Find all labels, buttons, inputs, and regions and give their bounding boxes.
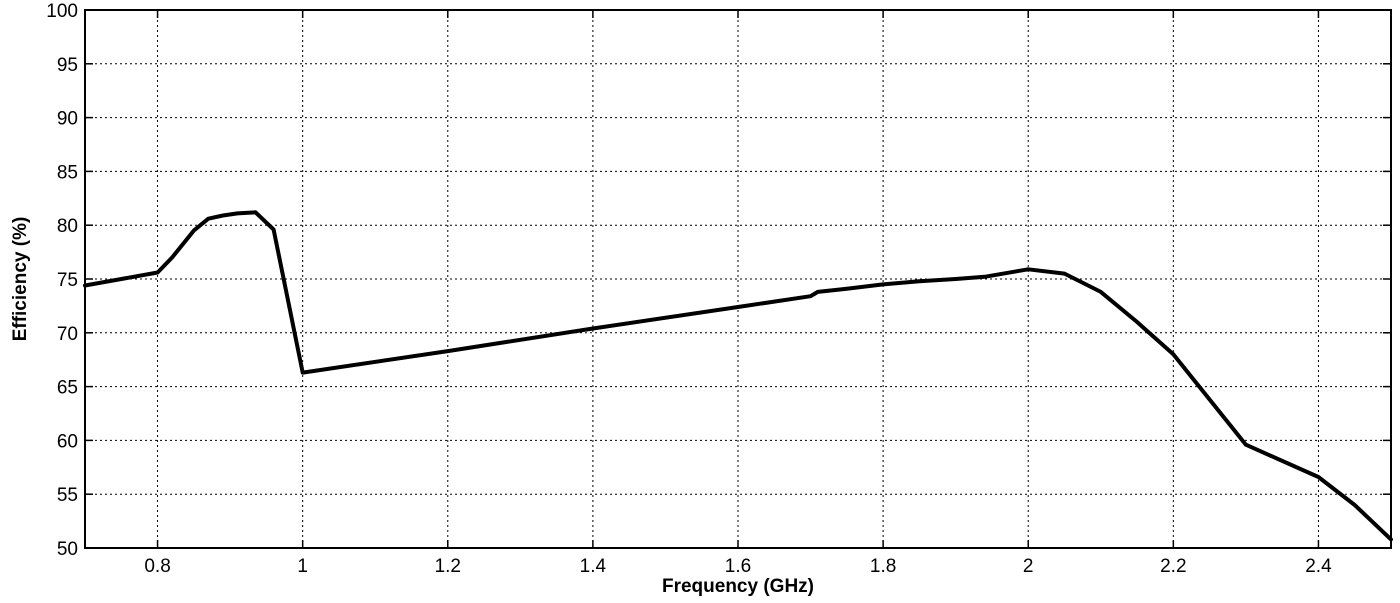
grid (85, 9, 1391, 549)
x-tick-label: 1.4 (580, 556, 607, 577)
y-axis: 50 55 60 65 70 75 80 85 90 95 100 (46, 1, 1391, 560)
x-tick-label: 1.6 (725, 556, 751, 577)
y-tick-label: 95 (57, 55, 78, 76)
x-tick-label: 1.2 (435, 556, 461, 577)
y-tick-label: 50 (57, 539, 78, 560)
y-tick-label: 90 (57, 109, 78, 130)
y-tick-label: 65 (57, 378, 78, 399)
x-axis-label: Frequency (GHz) (662, 576, 814, 597)
x-tick-label: 2 (1023, 556, 1034, 577)
x-tick-label: 1.8 (870, 556, 896, 577)
y-tick-label: 70 (57, 324, 78, 345)
y-tick-label: 60 (57, 431, 78, 452)
y-tick-label: 55 (57, 485, 78, 506)
x-axis: 0.8 1 1.2 1.4 1.6 1.8 2 2.2 2.4 (144, 10, 1332, 577)
y-tick-label: 75 (57, 270, 78, 291)
x-tick-label: 2.2 (1160, 556, 1186, 577)
y-tick-label: 85 (57, 162, 78, 183)
series-group (83, 210, 1393, 542)
y-axis-label: Efficiency (%) (10, 217, 31, 342)
y-tick-label: 80 (57, 216, 78, 237)
x-tick-label: 0.8 (144, 556, 170, 577)
y-tick-label: 100 (46, 1, 78, 22)
efficiency-series-line (83, 210, 1393, 542)
x-tick-label: 2.4 (1305, 556, 1332, 577)
x-tick-label: 1 (297, 556, 308, 577)
